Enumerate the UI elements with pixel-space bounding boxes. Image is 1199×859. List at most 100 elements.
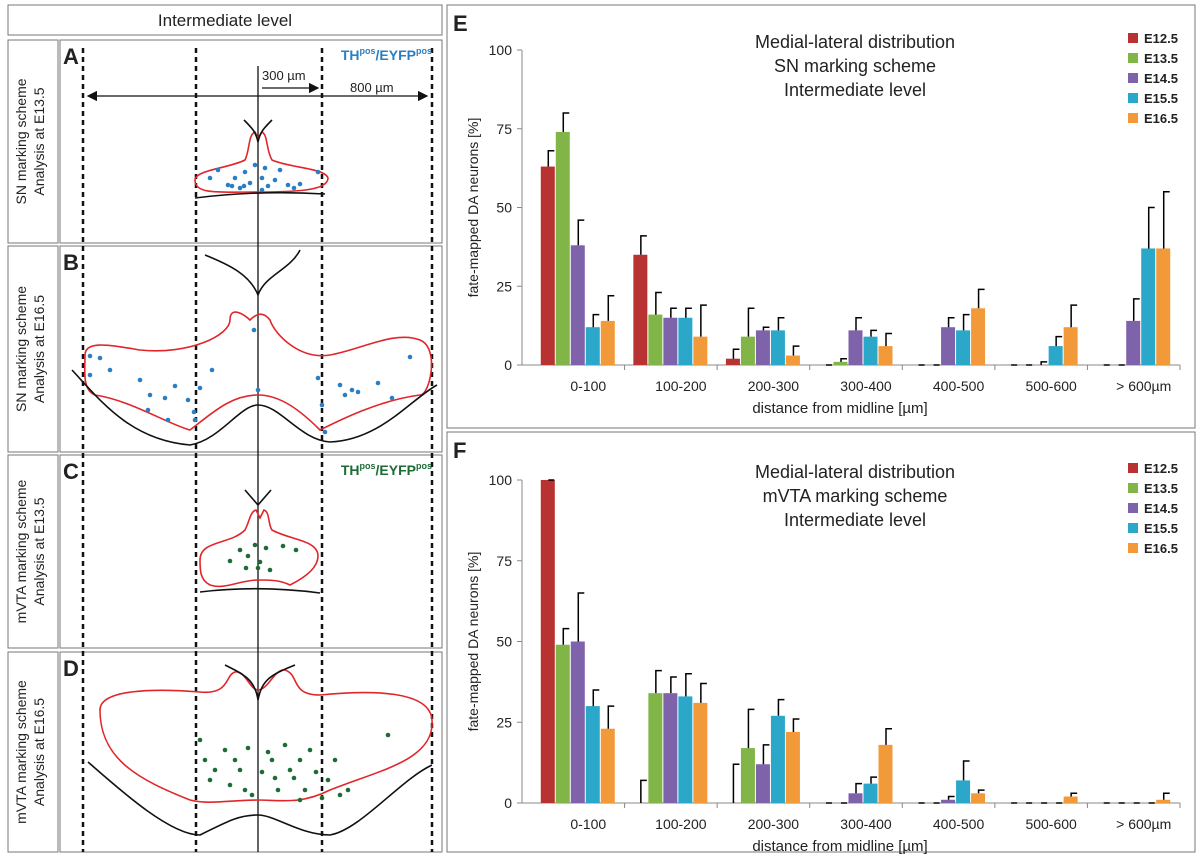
bar xyxy=(540,480,555,803)
bar xyxy=(585,706,600,803)
legend-label: E15.5 xyxy=(1144,521,1178,536)
error-bar xyxy=(592,689,600,707)
x-tick-label: 200-300 xyxy=(748,816,800,832)
row-label: SN marking scheme xyxy=(13,78,29,204)
cell-dot xyxy=(255,387,261,393)
bar xyxy=(663,693,678,803)
cell-dot xyxy=(389,395,395,401)
legend-swatch xyxy=(1128,73,1138,83)
bar xyxy=(648,314,663,365)
panel-letter: D xyxy=(63,656,79,681)
bar xyxy=(785,355,800,365)
legend-swatch xyxy=(1128,53,1138,63)
panel-letter: E xyxy=(453,11,468,36)
cell-dot xyxy=(237,547,243,553)
cell-dot xyxy=(315,169,321,175)
cell-dot xyxy=(197,737,203,743)
cell-dot xyxy=(291,185,297,191)
cell-dot xyxy=(207,777,213,783)
bar xyxy=(848,793,863,803)
cell-dot xyxy=(302,787,308,793)
bar xyxy=(740,748,755,803)
x-tick-label: 100-200 xyxy=(655,378,707,394)
bar xyxy=(833,361,848,365)
cell-dot xyxy=(227,782,233,788)
y-tick-label: 100 xyxy=(489,472,513,488)
cell-dot xyxy=(252,162,258,168)
legend-swatch xyxy=(1128,113,1138,123)
cell-dot xyxy=(242,169,248,175)
cell-dot xyxy=(307,747,313,753)
cell-dot xyxy=(259,769,265,775)
bar xyxy=(755,330,770,365)
chart-title: Intermediate level xyxy=(784,510,926,530)
y-tick-label: 75 xyxy=(496,553,512,569)
y-tick-label: 25 xyxy=(496,278,512,294)
cell-dot xyxy=(165,417,171,423)
bar xyxy=(725,358,740,365)
cell-dot xyxy=(293,547,299,553)
cell-dot xyxy=(319,795,325,801)
cell-dot xyxy=(275,787,281,793)
y-tick-label: 0 xyxy=(504,357,512,373)
cell-dot xyxy=(297,181,303,187)
x-tick-label: 300-400 xyxy=(840,816,892,832)
cell-dot xyxy=(255,565,261,571)
legend-swatch xyxy=(1128,523,1138,533)
chart-title: Medial-lateral distribution xyxy=(755,462,955,482)
x-tick-label: 400-500 xyxy=(933,378,985,394)
panel-letter: B xyxy=(63,250,79,275)
cell-dot xyxy=(337,382,343,388)
error-bar xyxy=(855,782,862,794)
bar xyxy=(770,715,785,803)
cell-dot xyxy=(297,797,303,803)
cell-dot xyxy=(263,545,269,551)
cell-dot xyxy=(375,380,381,386)
error-bar xyxy=(1162,191,1170,249)
legend-swatch xyxy=(1128,543,1138,553)
header-box xyxy=(7,4,443,36)
cell-dot xyxy=(325,777,331,783)
bar xyxy=(570,641,585,803)
cell-dot xyxy=(247,180,253,186)
legend-label: E13.5 xyxy=(1144,51,1178,66)
legend-label: E12.5 xyxy=(1144,31,1178,46)
bar xyxy=(863,336,878,365)
error-bar xyxy=(592,313,600,328)
cell-dot xyxy=(272,775,278,781)
bar xyxy=(755,764,770,803)
error-bar xyxy=(1162,792,1170,800)
error-bar xyxy=(685,307,692,318)
cell-dot xyxy=(209,367,215,373)
panel-box xyxy=(59,39,443,244)
region-outline xyxy=(194,130,329,194)
bar xyxy=(648,693,663,803)
error-bar xyxy=(700,304,707,337)
legend-label: E13.5 xyxy=(1144,481,1178,496)
cell-dot xyxy=(249,792,255,798)
bar xyxy=(848,330,863,365)
cell-dot xyxy=(147,392,153,398)
cell-dot xyxy=(215,167,221,173)
cell-dot xyxy=(245,745,251,751)
cell-dot xyxy=(345,787,351,793)
error-bar xyxy=(685,673,692,697)
y-tick-label: 0 xyxy=(504,795,512,811)
cell-dot xyxy=(222,747,228,753)
marker-superscript: pos xyxy=(360,461,376,471)
error-bar xyxy=(655,291,662,315)
error-bar xyxy=(640,235,647,255)
cell-dot xyxy=(137,377,143,383)
y-tick-label: 100 xyxy=(489,42,513,58)
error-bar xyxy=(1147,206,1155,249)
error-bar xyxy=(640,779,647,803)
legend-swatch xyxy=(1128,503,1138,513)
cell-dot xyxy=(337,792,343,798)
error-bar xyxy=(792,345,800,356)
bar xyxy=(540,166,555,365)
error-bar xyxy=(977,288,985,309)
cell-dot xyxy=(245,553,251,559)
error-bar xyxy=(947,795,955,800)
bar xyxy=(633,254,648,365)
